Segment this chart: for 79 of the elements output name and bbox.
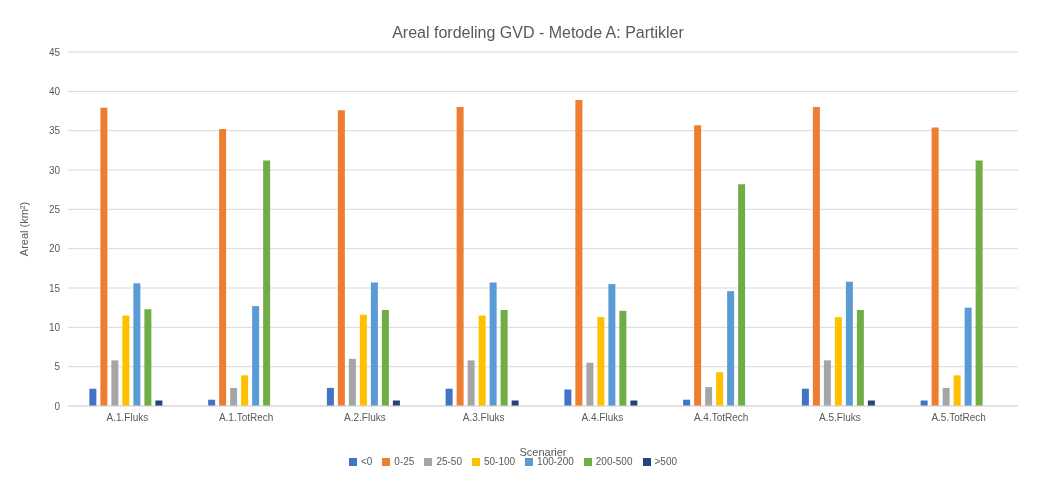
bar bbox=[478, 315, 486, 406]
x-tick-label: A.4.TotRech bbox=[693, 412, 749, 424]
bar bbox=[931, 127, 939, 406]
x-tick-label: A.1.TotRech bbox=[218, 412, 274, 424]
bar bbox=[144, 309, 152, 406]
bar bbox=[381, 310, 389, 406]
bar bbox=[111, 360, 119, 406]
bar bbox=[133, 283, 141, 406]
bar bbox=[727, 291, 735, 406]
bar bbox=[575, 99, 583, 406]
bar bbox=[619, 310, 627, 406]
bar bbox=[337, 110, 345, 406]
bar bbox=[252, 306, 260, 406]
bar bbox=[812, 107, 820, 406]
bar bbox=[716, 372, 724, 406]
bar bbox=[500, 310, 508, 406]
bar bbox=[456, 107, 464, 406]
bar bbox=[370, 282, 378, 406]
y-tick-label: 35 bbox=[48, 125, 61, 137]
x-axis-title: Scenarier bbox=[519, 446, 567, 458]
bar bbox=[155, 400, 163, 406]
bar bbox=[856, 310, 864, 406]
y-tick-label: 25 bbox=[48, 203, 61, 215]
bar bbox=[953, 375, 961, 406]
y-tick-label: 15 bbox=[48, 282, 61, 294]
bar bbox=[564, 389, 572, 406]
bar bbox=[467, 360, 475, 406]
y-tick-label: 45 bbox=[48, 46, 61, 58]
bar bbox=[920, 400, 928, 406]
bar bbox=[348, 358, 356, 406]
bar bbox=[834, 317, 842, 406]
y-tick-label: 20 bbox=[48, 243, 61, 255]
y-tick-label: 5 bbox=[54, 361, 61, 373]
bar bbox=[801, 388, 809, 406]
y-tick-label: 30 bbox=[48, 164, 61, 176]
bar bbox=[694, 125, 702, 406]
legend-label: 50-100 bbox=[483, 456, 516, 467]
y-axis-title: Areal (km²) bbox=[17, 201, 30, 257]
bar bbox=[738, 184, 746, 406]
bar bbox=[89, 388, 97, 406]
legend-label: <0 bbox=[360, 456, 373, 467]
bar bbox=[122, 315, 130, 406]
x-tick-label: A.3.Fluks bbox=[462, 412, 505, 424]
bar bbox=[100, 107, 108, 406]
bar bbox=[964, 307, 972, 406]
bar bbox=[705, 387, 713, 406]
bar bbox=[597, 317, 605, 406]
bar bbox=[263, 160, 271, 406]
x-tick-label: A.2.Fluks bbox=[344, 412, 386, 424]
chart-title: Areal fordeling GVD - Metode A: Partikler bbox=[391, 23, 685, 42]
bar bbox=[942, 387, 950, 406]
legend-label: >500 bbox=[654, 456, 678, 467]
x-tick-label: A.4.Fluks bbox=[581, 412, 624, 424]
y-tick-label: 0 bbox=[54, 400, 61, 412]
bar bbox=[230, 387, 238, 406]
bar bbox=[241, 375, 249, 406]
legend-label: 25-50 bbox=[436, 456, 462, 467]
bar bbox=[975, 160, 983, 406]
x-tick-label: A.5.Fluks bbox=[819, 412, 861, 424]
bar bbox=[489, 282, 497, 406]
x-tick-label: A.1.Fluks bbox=[106, 412, 149, 424]
x-tick-label: A.5.TotRech bbox=[931, 412, 986, 424]
bar bbox=[867, 400, 875, 406]
legend-label: 0-25 bbox=[394, 456, 415, 467]
legend-label: 100-200 bbox=[537, 456, 574, 467]
legend-label: 200-500 bbox=[595, 456, 633, 467]
bar bbox=[445, 388, 453, 406]
y-tick-label: 40 bbox=[48, 85, 61, 97]
bar bbox=[392, 400, 400, 406]
bar bbox=[326, 387, 334, 406]
bar bbox=[845, 281, 853, 406]
bar bbox=[608, 284, 616, 406]
bar bbox=[359, 314, 367, 406]
bar bbox=[586, 362, 594, 406]
bar bbox=[219, 129, 227, 406]
bar bbox=[511, 400, 519, 406]
bar bbox=[630, 400, 638, 406]
bar bbox=[823, 360, 831, 406]
y-tick-label: 10 bbox=[48, 321, 61, 333]
